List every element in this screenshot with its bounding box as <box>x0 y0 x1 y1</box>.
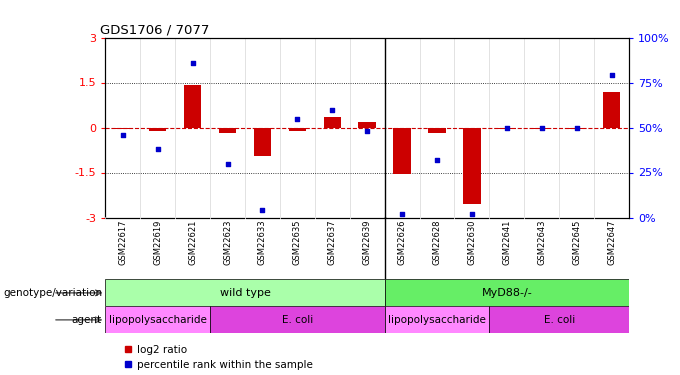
Text: GSM22635: GSM22635 <box>293 219 302 265</box>
Text: GSM22645: GSM22645 <box>572 219 581 265</box>
Text: GSM22626: GSM22626 <box>398 219 407 265</box>
Point <box>537 124 547 130</box>
Legend: log2 ratio, percentile rank within the sample: log2 ratio, percentile rank within the s… <box>124 345 313 370</box>
Bar <box>385 279 629 306</box>
Point <box>432 157 443 163</box>
Text: GSM22639: GSM22639 <box>362 219 372 265</box>
Bar <box>114 128 131 129</box>
Point <box>606 72 617 78</box>
Bar <box>105 279 385 306</box>
Bar <box>219 128 237 133</box>
Bar <box>428 128 446 133</box>
Text: MyD88-/-: MyD88-/- <box>481 288 532 298</box>
Text: GSM22628: GSM22628 <box>432 219 441 265</box>
Bar <box>393 128 411 174</box>
Bar <box>149 128 167 130</box>
Text: GSM22621: GSM22621 <box>188 219 197 265</box>
Bar <box>602 92 620 128</box>
Point <box>118 132 129 138</box>
Point <box>571 124 582 130</box>
Bar <box>210 306 385 333</box>
Text: E. coli: E. coli <box>543 315 575 325</box>
Bar <box>498 128 515 129</box>
Text: E. coli: E. coli <box>282 315 313 325</box>
Point <box>292 116 303 122</box>
Bar <box>490 306 629 333</box>
Point <box>362 128 373 134</box>
Text: lipopolysaccharide: lipopolysaccharide <box>388 315 486 325</box>
Text: agent: agent <box>72 315 102 325</box>
Text: genotype/variation: genotype/variation <box>3 288 102 298</box>
Text: GSM22637: GSM22637 <box>328 219 337 265</box>
Bar <box>568 128 585 129</box>
Text: GSM22641: GSM22641 <box>503 219 511 265</box>
Text: GSM22619: GSM22619 <box>153 219 163 265</box>
Bar <box>254 128 271 156</box>
Text: GSM22630: GSM22630 <box>467 219 477 265</box>
Bar <box>324 117 341 128</box>
Text: GSM22643: GSM22643 <box>537 219 546 265</box>
Bar <box>289 128 306 130</box>
Point <box>327 106 338 112</box>
Bar <box>385 306 490 333</box>
Point <box>257 207 268 213</box>
Point <box>187 60 198 66</box>
Bar <box>105 306 210 333</box>
Point <box>396 211 407 217</box>
Text: lipopolysaccharide: lipopolysaccharide <box>109 315 207 325</box>
Text: GSM22633: GSM22633 <box>258 219 267 265</box>
Bar <box>463 128 481 204</box>
Point <box>501 124 512 130</box>
Point <box>222 160 233 166</box>
Bar <box>533 128 551 129</box>
Text: GSM22617: GSM22617 <box>118 219 127 265</box>
Text: GDS1706 / 7077: GDS1706 / 7077 <box>100 23 209 36</box>
Text: wild type: wild type <box>220 288 271 298</box>
Bar <box>358 122 376 128</box>
Point <box>152 146 163 152</box>
Text: GSM22623: GSM22623 <box>223 219 232 265</box>
Text: GSM22647: GSM22647 <box>607 219 616 265</box>
Bar <box>184 85 201 128</box>
Point <box>466 211 477 217</box>
